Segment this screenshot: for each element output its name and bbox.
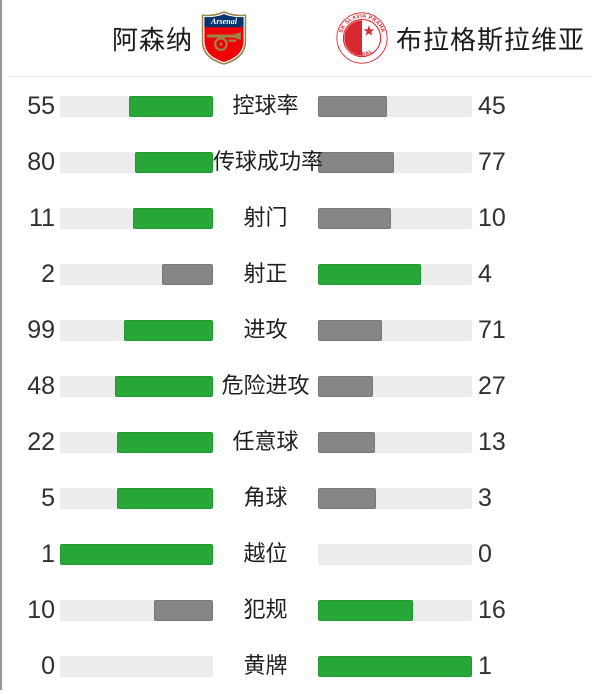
home-value: 55: [27, 91, 55, 120]
away-bar-fill: [318, 487, 376, 509]
home-value: 1: [41, 539, 55, 568]
home-bar-fill: [132, 207, 213, 229]
home-bar: [60, 207, 213, 229]
stat-row: 1 越位 0: [0, 526, 600, 582]
away-bar: [318, 655, 472, 677]
home-bar-fill: [128, 95, 213, 117]
home-value: 5: [41, 483, 55, 512]
home-bar-fill: [162, 263, 213, 285]
away-bar: [318, 207, 472, 229]
stat-row: 5 角球 3: [0, 470, 600, 526]
stat-row: 10 犯规 16: [0, 582, 600, 638]
home-bar-fill: [115, 375, 213, 397]
away-bar-fill: [318, 95, 388, 117]
home-bar: [60, 263, 213, 285]
stat-row: 48 危险进攻 27: [0, 358, 600, 414]
away-value: 16: [478, 595, 506, 624]
home-value: 22: [27, 427, 55, 456]
home-team-name: 阿森纳: [112, 24, 194, 55]
stat-label: 控球率: [232, 93, 299, 118]
match-header: 阿森纳 Arsenal: [0, 0, 600, 76]
home-value: 10: [27, 595, 55, 624]
away-bar: [318, 487, 472, 509]
svg-text:Arsenal: Arsenal: [210, 17, 238, 26]
home-bar: [60, 599, 213, 621]
home-value: 0: [41, 651, 55, 680]
stat-row: 22 任意球 13: [0, 414, 600, 470]
home-bar: [60, 375, 213, 397]
home-value: 11: [29, 203, 55, 232]
away-value: 0: [478, 539, 492, 568]
away-value: 71: [478, 315, 506, 344]
home-bar: [60, 655, 213, 677]
stat-label: 越位: [243, 541, 288, 566]
home-bar-fill: [60, 543, 213, 565]
stat-row: 0 黄牌 1: [0, 638, 600, 694]
home-bar-fill: [116, 431, 213, 453]
home-bar-fill: [135, 151, 213, 173]
away-bar-fill: [318, 151, 394, 173]
stat-row: 80 传球成功率 77: [0, 134, 600, 190]
stat-label: 角球: [243, 485, 288, 510]
home-bar: [60, 319, 213, 341]
home-bar: [60, 151, 213, 173]
arsenal-crest-icon: Arsenal: [201, 11, 247, 65]
stat-label: 危险进攻: [221, 373, 310, 398]
away-bar-fill: [318, 263, 421, 285]
home-bar-fill: [154, 599, 213, 621]
stat-row: 55 控球率 45: [0, 78, 600, 134]
screen-left-edge: [0, 0, 2, 690]
away-value: 1: [478, 651, 492, 680]
home-bar: [60, 95, 213, 117]
home-bar: [60, 431, 213, 453]
stat-label: 射正: [243, 261, 288, 286]
away-bar: [318, 543, 472, 565]
away-bar-fill: [318, 655, 472, 677]
stat-label: 传球成功率: [213, 149, 324, 174]
away-bar-fill: [318, 319, 383, 341]
slavia-prague-crest-icon: SK SLAVIA PRAHA FOTBAL: [336, 12, 388, 64]
away-bar: [318, 319, 472, 341]
away-bar-fill: [318, 431, 376, 453]
stats-list: 55 控球率 45 80 传球成功率 77 11 射门 10 2: [0, 77, 600, 694]
away-bar: [318, 375, 472, 397]
stat-label: 射门: [243, 205, 288, 230]
away-value: 27: [478, 371, 506, 400]
home-value: 2: [41, 259, 55, 288]
away-value: 45: [478, 91, 506, 120]
stat-label: 黄牌: [243, 653, 288, 678]
home-bar: [60, 543, 213, 565]
away-value: 3: [478, 483, 492, 512]
stat-label: 任意球: [232, 429, 299, 454]
home-bar-fill: [123, 319, 213, 341]
svg-text:FOTBAL: FOTBAL: [350, 48, 375, 58]
away-team-name: 布拉格斯拉维亚: [395, 24, 585, 55]
stat-row: 2 射正 4: [0, 246, 600, 302]
stat-row: 99 进攻 71: [0, 302, 600, 358]
stat-row: 11 射门 10: [0, 190, 600, 246]
away-bar-fill: [318, 207, 392, 229]
home-value: 48: [27, 371, 55, 400]
away-value: 77: [478, 147, 506, 176]
stat-label: 犯规: [243, 597, 288, 622]
header-divider: [8, 76, 592, 77]
home-team: 阿森纳 Arsenal: [112, 10, 247, 66]
away-bar: [318, 95, 472, 117]
stat-label: 进攻: [243, 317, 288, 342]
home-value: 80: [27, 147, 55, 176]
away-bar: [318, 431, 472, 453]
home-bar-fill: [117, 487, 213, 509]
away-value: 4: [478, 259, 492, 288]
home-value: 99: [27, 315, 55, 344]
home-bar: [60, 487, 213, 509]
away-value: 10: [478, 203, 506, 232]
away-value: 13: [478, 427, 506, 456]
away-bar-fill: [318, 375, 374, 397]
away-bar: [318, 599, 472, 621]
away-team: SK SLAVIA PRAHA FOTBAL 布拉格斯拉维亚: [336, 12, 585, 64]
away-bar-fill: [318, 599, 413, 621]
away-bar: [318, 263, 472, 285]
away-bar: [318, 151, 472, 173]
